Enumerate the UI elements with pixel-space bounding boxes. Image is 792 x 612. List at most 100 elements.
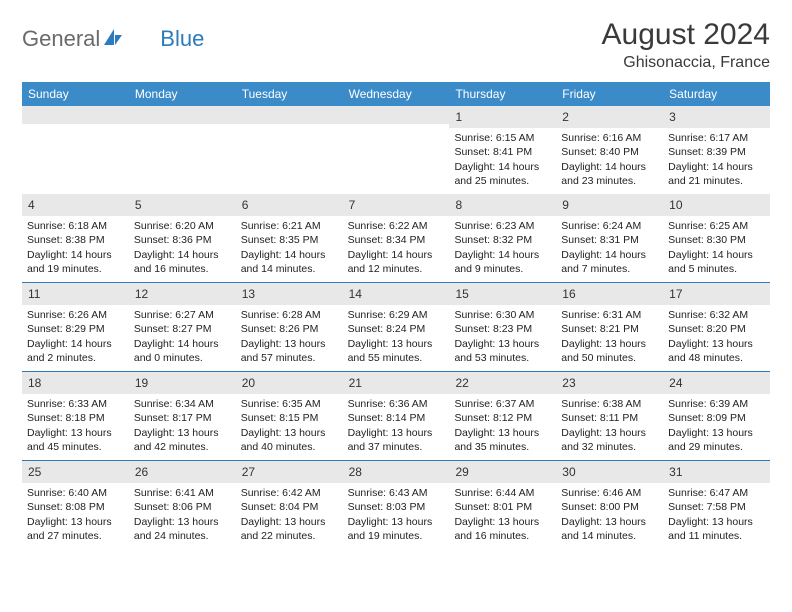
daylight-text-1: Daylight: 13 hours [241, 426, 338, 440]
day-body: Sunrise: 6:38 AMSunset: 8:11 PMDaylight:… [556, 394, 663, 460]
calendar-day-cell: 2Sunrise: 6:16 AMSunset: 8:40 PMDaylight… [556, 106, 663, 194]
sunset-text: Sunset: 8:04 PM [241, 500, 338, 514]
sunset-text: Sunset: 8:17 PM [134, 411, 231, 425]
calendar-day-cell: 8Sunrise: 6:23 AMSunset: 8:32 PMDaylight… [449, 194, 556, 282]
daylight-text-1: Daylight: 13 hours [454, 426, 551, 440]
sunrise-text: Sunrise: 6:28 AM [241, 308, 338, 322]
day-body: Sunrise: 6:41 AMSunset: 8:06 PMDaylight:… [129, 483, 236, 549]
calendar-page: General Blue August 2024 Ghisonaccia, Fr… [0, 0, 792, 567]
daylight-text-2: and 27 minutes. [27, 529, 124, 543]
daylight-text-1: Daylight: 14 hours [561, 248, 658, 262]
day-number: 27 [236, 461, 343, 483]
calendar-day-cell: 30Sunrise: 6:46 AMSunset: 8:00 PMDayligh… [556, 461, 663, 549]
daylight-text-2: and 19 minutes. [27, 262, 124, 276]
daylight-text-1: Daylight: 13 hours [561, 515, 658, 529]
calendar-day-cell: 7Sunrise: 6:22 AMSunset: 8:34 PMDaylight… [343, 194, 450, 282]
sunset-text: Sunset: 8:39 PM [668, 145, 765, 159]
daylight-text-1: Daylight: 13 hours [668, 337, 765, 351]
sunset-text: Sunset: 7:58 PM [668, 500, 765, 514]
calendar-week-row: 25Sunrise: 6:40 AMSunset: 8:08 PMDayligh… [22, 460, 770, 549]
sunset-text: Sunset: 8:11 PM [561, 411, 658, 425]
calendar-week-row: 11Sunrise: 6:26 AMSunset: 8:29 PMDayligh… [22, 282, 770, 371]
daylight-text-1: Daylight: 13 hours [27, 515, 124, 529]
sunrise-text: Sunrise: 6:18 AM [27, 219, 124, 233]
calendar-grid: Sunday Monday Tuesday Wednesday Thursday… [22, 82, 770, 549]
sunset-text: Sunset: 8:36 PM [134, 233, 231, 247]
sunrise-text: Sunrise: 6:22 AM [348, 219, 445, 233]
sunset-text: Sunset: 8:34 PM [348, 233, 445, 247]
calendar-day-cell: 24Sunrise: 6:39 AMSunset: 8:09 PMDayligh… [663, 372, 770, 460]
day-body: Sunrise: 6:30 AMSunset: 8:23 PMDaylight:… [449, 305, 556, 371]
calendar-day-cell: 19Sunrise: 6:34 AMSunset: 8:17 PMDayligh… [129, 372, 236, 460]
day-number: 14 [343, 283, 450, 305]
daylight-text-2: and 19 minutes. [348, 529, 445, 543]
sunset-text: Sunset: 8:29 PM [27, 322, 124, 336]
sunrise-text: Sunrise: 6:46 AM [561, 486, 658, 500]
daylight-text-2: and 9 minutes. [454, 262, 551, 276]
daylight-text-2: and 50 minutes. [561, 351, 658, 365]
daylight-text-1: Daylight: 14 hours [348, 248, 445, 262]
daylight-text-2: and 14 minutes. [241, 262, 338, 276]
daylight-text-1: Daylight: 13 hours [134, 426, 231, 440]
day-number: 9 [556, 194, 663, 216]
daylight-text-1: Daylight: 13 hours [454, 337, 551, 351]
day-number [343, 106, 450, 124]
sunrise-text: Sunrise: 6:39 AM [668, 397, 765, 411]
daylight-text-1: Daylight: 13 hours [134, 515, 231, 529]
day-number: 31 [663, 461, 770, 483]
day-body [343, 124, 450, 133]
sunset-text: Sunset: 8:00 PM [561, 500, 658, 514]
sunrise-text: Sunrise: 6:26 AM [27, 308, 124, 322]
daylight-text-2: and 5 minutes. [668, 262, 765, 276]
daylight-text-1: Daylight: 13 hours [348, 337, 445, 351]
day-number: 4 [22, 194, 129, 216]
calendar-day-cell: 4Sunrise: 6:18 AMSunset: 8:38 PMDaylight… [22, 194, 129, 282]
calendar-day-cell: 3Sunrise: 6:17 AMSunset: 8:39 PMDaylight… [663, 106, 770, 194]
sunrise-text: Sunrise: 6:29 AM [348, 308, 445, 322]
daylight-text-1: Daylight: 13 hours [27, 426, 124, 440]
day-body [22, 124, 129, 133]
brand-logo: General Blue [22, 26, 204, 52]
weekday-header: Friday [556, 82, 663, 106]
day-body: Sunrise: 6:32 AMSunset: 8:20 PMDaylight:… [663, 305, 770, 371]
day-body: Sunrise: 6:47 AMSunset: 7:58 PMDaylight:… [663, 483, 770, 549]
calendar-day-cell: 9Sunrise: 6:24 AMSunset: 8:31 PMDaylight… [556, 194, 663, 282]
sunrise-text: Sunrise: 6:31 AM [561, 308, 658, 322]
day-body: Sunrise: 6:28 AMSunset: 8:26 PMDaylight:… [236, 305, 343, 371]
sunrise-text: Sunrise: 6:43 AM [348, 486, 445, 500]
day-body: Sunrise: 6:24 AMSunset: 8:31 PMDaylight:… [556, 216, 663, 282]
daylight-text-1: Daylight: 14 hours [27, 248, 124, 262]
day-body: Sunrise: 6:35 AMSunset: 8:15 PMDaylight:… [236, 394, 343, 460]
sunrise-text: Sunrise: 6:16 AM [561, 131, 658, 145]
day-number: 30 [556, 461, 663, 483]
sunset-text: Sunset: 8:23 PM [454, 322, 551, 336]
sunrise-text: Sunrise: 6:32 AM [668, 308, 765, 322]
daylight-text-2: and 42 minutes. [134, 440, 231, 454]
sunset-text: Sunset: 8:01 PM [454, 500, 551, 514]
day-number: 16 [556, 283, 663, 305]
sunrise-text: Sunrise: 6:15 AM [454, 131, 551, 145]
day-body: Sunrise: 6:18 AMSunset: 8:38 PMDaylight:… [22, 216, 129, 282]
weekday-header: Thursday [449, 82, 556, 106]
day-body: Sunrise: 6:40 AMSunset: 8:08 PMDaylight:… [22, 483, 129, 549]
sunrise-text: Sunrise: 6:17 AM [668, 131, 765, 145]
calendar-day-cell: 29Sunrise: 6:44 AMSunset: 8:01 PMDayligh… [449, 461, 556, 549]
calendar-day-cell [343, 106, 450, 194]
day-body: Sunrise: 6:44 AMSunset: 8:01 PMDaylight:… [449, 483, 556, 549]
sunrise-text: Sunrise: 6:40 AM [27, 486, 124, 500]
calendar-day-cell: 26Sunrise: 6:41 AMSunset: 8:06 PMDayligh… [129, 461, 236, 549]
daylight-text-2: and 11 minutes. [668, 529, 765, 543]
daylight-text-1: Daylight: 13 hours [241, 515, 338, 529]
day-body: Sunrise: 6:37 AMSunset: 8:12 PMDaylight:… [449, 394, 556, 460]
daylight-text-1: Daylight: 14 hours [27, 337, 124, 351]
daylight-text-1: Daylight: 13 hours [241, 337, 338, 351]
sunset-text: Sunset: 8:18 PM [27, 411, 124, 425]
daylight-text-2: and 48 minutes. [668, 351, 765, 365]
day-body [236, 124, 343, 133]
calendar-day-cell: 22Sunrise: 6:37 AMSunset: 8:12 PMDayligh… [449, 372, 556, 460]
day-body: Sunrise: 6:46 AMSunset: 8:00 PMDaylight:… [556, 483, 663, 549]
day-body [129, 124, 236, 133]
daylight-text-1: Daylight: 13 hours [668, 515, 765, 529]
day-number: 26 [129, 461, 236, 483]
brand-part1: General [22, 26, 100, 52]
